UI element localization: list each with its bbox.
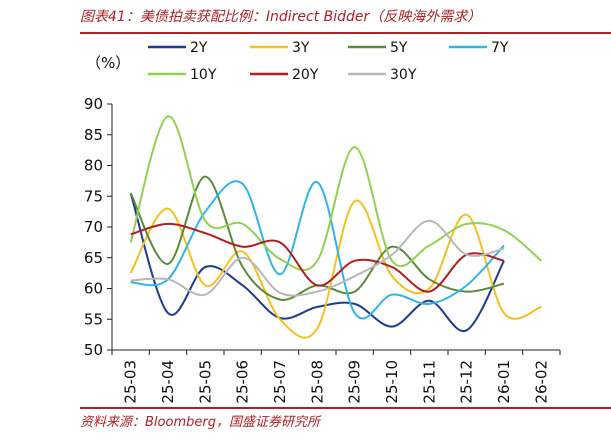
chart-title: 图表41：美债拍卖获配比例：Indirect Bidder（反映海外需求） — [80, 9, 482, 25]
x-tick-label: 25-12 — [458, 360, 476, 404]
source-note: 资料来源：Bloomberg，国盛证券研究所 — [80, 415, 320, 430]
legend: 2Y 3Y 5Y 7Y 10Y 20Y 30Y — [148, 40, 509, 83]
axes: 50 55 60 65 70 75 80 85 90 25-03 25-04 25-05 25-06 25… — [84, 95, 561, 404]
series-line-5y — [129, 175, 505, 301]
y-tick-label: 50 — [84, 341, 103, 359]
legend-label-5y: 5Y — [390, 40, 408, 56]
legend-label-2y: 2Y — [190, 40, 208, 56]
x-tick-label: 25-09 — [346, 360, 364, 404]
x-tick-label: 25-05 — [196, 360, 214, 404]
y-tick-label: 60 — [84, 280, 103, 298]
source-rule — [80, 407, 611, 409]
series-line-10y — [129, 115, 542, 272]
x-tick-label: 25-06 — [234, 360, 252, 404]
x-tick-label: 25-11 — [420, 360, 438, 404]
y-tick-label: 55 — [84, 310, 103, 328]
legend-label-3y: 3Y — [292, 40, 310, 56]
y-axis-label: （%） — [86, 54, 130, 72]
legend-label-7y: 7Y — [491, 40, 509, 56]
series-line-3y — [129, 199, 542, 339]
series-line-20y — [130, 222, 505, 293]
y-tick-label: 75 — [84, 187, 103, 205]
x-tick-label: 26-02 — [532, 360, 550, 404]
legend-label-10y: 10Y — [190, 67, 217, 83]
x-tick-label: 25-04 — [159, 360, 177, 404]
y-tick-label: 85 — [84, 126, 103, 144]
legend-label-20y: 20Y — [292, 67, 319, 83]
y-tick-label: 80 — [84, 157, 103, 175]
x-tick-label: 25-03 — [122, 360, 140, 404]
y-tick-label: 90 — [84, 95, 103, 113]
x-tick-label: 25-10 — [383, 360, 401, 404]
series-line-2y — [129, 192, 505, 333]
title-rule — [80, 32, 611, 34]
y-tick-label: 70 — [84, 218, 103, 236]
x-tick-label: 26-01 — [495, 360, 513, 404]
x-tick-label: 25-08 — [308, 360, 326, 404]
series-lines — [129, 115, 542, 339]
y-tick-label: 65 — [84, 249, 103, 267]
series-line-30y — [130, 219, 505, 297]
legend-label-30y: 30Y — [390, 67, 417, 83]
x-tick-label: 25-07 — [271, 360, 289, 404]
series-line-7y — [130, 180, 505, 320]
